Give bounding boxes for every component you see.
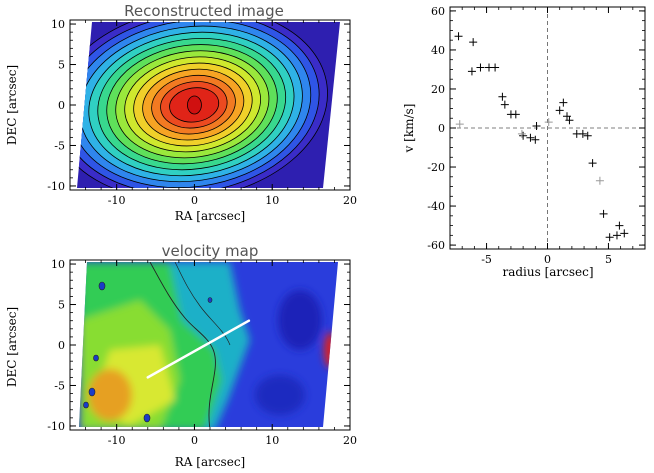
data-point-7 xyxy=(500,100,509,109)
data-point-13 xyxy=(532,122,541,131)
rotation-curve-ytick-label-6: -60 xyxy=(427,239,445,252)
rotation-curve-xlabel: radius [arcsec] xyxy=(502,265,593,279)
velocity-map-ytick-label-1: 5 xyxy=(58,299,65,312)
faint-point-1 xyxy=(517,129,526,138)
velocity-map-axes: -10 0 10 20 10 5 0 -5 -10 xyxy=(47,258,357,447)
data-point-24 xyxy=(612,231,621,240)
velocity-contour-west xyxy=(174,262,231,346)
velocity-map-ytick-label-4: -10 xyxy=(47,420,65,433)
reconstructed-image-contours xyxy=(77,22,328,188)
data-point-10 xyxy=(519,131,528,140)
rotation-curve-ytick-label-2: 20 xyxy=(431,83,445,96)
velocity-map-xtick-label-0: -10 xyxy=(108,434,126,447)
reconstructed-image-ytick-label-1: 5 xyxy=(58,59,65,72)
data-point-15 xyxy=(555,106,564,115)
velocity-map-ytick-label-2: 0 xyxy=(58,339,65,352)
rotation-curve-panel: -5 0 5 60 40 20 0 -20 -40 -60 radius [arcsec] v [… xyxy=(402,5,646,279)
velocity-map-xtick-label-2: 10 xyxy=(265,434,279,447)
data-point-5 xyxy=(491,63,500,72)
slit-line xyxy=(146,319,251,379)
reconstructed-image-xtick-label-1: 0 xyxy=(191,194,198,207)
rotation-curve-xtick-label-2: 5 xyxy=(605,253,612,266)
data-point-21 xyxy=(588,159,597,168)
velocity-field-shading xyxy=(80,262,336,427)
rotation-curve-axes: -5 0 5 60 40 20 0 -20 -40 -60 xyxy=(427,5,646,266)
velocity-map-ytick-label-3: -5 xyxy=(54,379,65,392)
data-point-19 xyxy=(578,129,587,138)
reconstructed-image-axes: -10 0 10 20 10 5 0 -5 -10 xyxy=(47,18,357,207)
reconstructed-image-xtick-label-0: -10 xyxy=(108,194,126,207)
contour-peak xyxy=(187,95,202,115)
rotation-curve-ytick-label-4: -20 xyxy=(427,161,445,174)
data-point-3 xyxy=(467,67,476,76)
data-point-2 xyxy=(476,63,485,72)
reconstructed-image-xtick-label-2: 10 xyxy=(265,194,279,207)
velocity-map-plot xyxy=(79,262,338,427)
data-point-20 xyxy=(583,131,592,140)
faint-point-3 xyxy=(595,176,604,185)
faint-point-0 xyxy=(455,120,464,129)
velocity-map-title: velocity map xyxy=(162,242,259,260)
velocity-map-xtick-label-3: 20 xyxy=(343,434,357,447)
rotation-curve-xtick-label-1: 0 xyxy=(544,253,551,266)
data-point-22 xyxy=(599,209,608,218)
reconstructed-image-panel: Reconstructed image -10 0 10 20 10 5 0 -5 -10 RA… xyxy=(5,2,357,223)
data-point-17 xyxy=(563,112,571,121)
rotation-curve-ytick-label-0: 60 xyxy=(431,5,445,18)
data-point-25 xyxy=(615,221,624,230)
velocity-map-ylabel: DEC [arcsec] xyxy=(5,307,19,387)
reconstructed-image-ytick-label-0: 10 xyxy=(51,18,65,31)
reconstructed-image-title: Reconstructed image xyxy=(124,2,284,20)
reconstructed-image-ytick-label-4: -10 xyxy=(47,180,65,193)
velocity-map-xlabel: RA [arcsec] xyxy=(175,455,245,469)
data-point-23 xyxy=(605,233,614,242)
data-point-11 xyxy=(526,133,535,142)
reconstructed-image-ytick-label-2: 0 xyxy=(58,99,65,112)
data-point-14 xyxy=(559,98,568,107)
data-point-0 xyxy=(454,32,463,41)
reconstructed-image-xlabel: RA [arcsec] xyxy=(175,209,245,223)
data-point-6 xyxy=(498,92,507,101)
rotation-curve-ytick-label-1: 40 xyxy=(431,44,445,57)
reconstructed-image-xtick-label-3: 20 xyxy=(343,194,357,207)
rotation-curve-xtick-label-0: -5 xyxy=(481,253,492,266)
reconstructed-image-ytick-label-3: -5 xyxy=(54,139,65,152)
data-point-12 xyxy=(531,135,540,144)
faint-point-2 xyxy=(544,118,553,127)
velocity-map-panel: velocity map xyxy=(5,242,357,469)
data-point-1 xyxy=(469,38,478,47)
velocity-map-ytick-label-0: 10 xyxy=(51,258,65,271)
rotation-curve-points xyxy=(454,32,629,242)
velocity-knots xyxy=(83,281,213,423)
data-point-9 xyxy=(511,110,520,119)
velocity-map-xtick-label-1: 0 xyxy=(191,434,198,447)
rotation-curve-ytick-label-5: -40 xyxy=(427,200,445,213)
reconstructed-image-ylabel: DEC [arcsec] xyxy=(5,65,19,145)
reconstructed-image-plot xyxy=(77,22,340,188)
velocity-zero-contour xyxy=(149,262,216,427)
data-point-26 xyxy=(620,229,629,238)
rotation-curve-ylabel: v [km/s] xyxy=(402,104,416,154)
rotation-curve-ytick-label-3: 0 xyxy=(438,122,445,135)
rotation-curve-guides xyxy=(450,7,645,249)
